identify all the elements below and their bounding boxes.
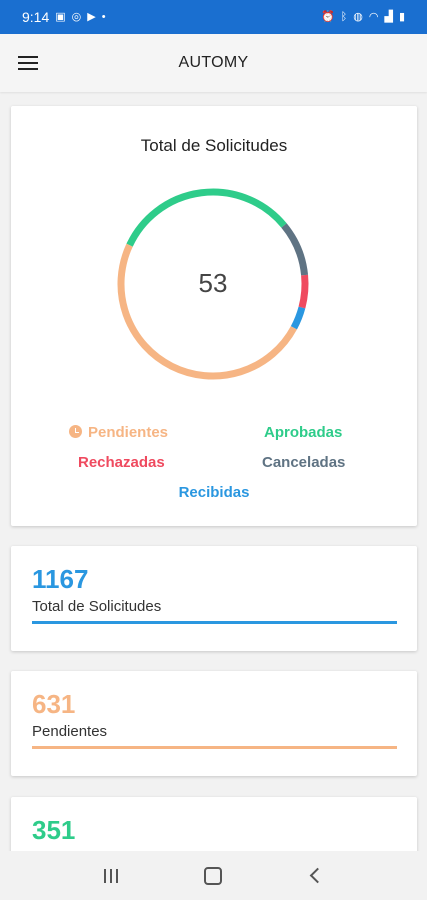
donut-center-value: 53 (199, 268, 228, 298)
status-bar: 9:14 ▣ ◎ ▶ • ⏰ ᛒ ◍ ◠ ▟ ▮ (0, 0, 427, 34)
status-time: 9:14 (22, 9, 50, 25)
stat-label: Total de Solicitudes (32, 598, 162, 615)
mute-icon: ◍ (353, 10, 363, 23)
recent-apps-button[interactable] (96, 861, 126, 891)
legend-pendientes-label: Pendientes (88, 424, 169, 441)
battery-icon: ▮ (398, 10, 405, 23)
youtube-icon: ▶ (87, 10, 96, 23)
donut-slice-rechazadas (298, 274, 309, 309)
chart-card: Total de Solicitudes 53 Pendientes Aprob… (11, 106, 417, 526)
image-icon: ▣ (55, 10, 66, 23)
donut-chart: 53 (117, 188, 309, 380)
home-icon (204, 866, 223, 885)
stat-value: 1167 (32, 564, 89, 594)
bluetooth-icon: ᛒ (340, 10, 348, 23)
back-button[interactable] (301, 861, 331, 891)
home-button[interactable] (198, 861, 228, 891)
signal-icon: ▟ (384, 10, 393, 23)
donut-slice-canceladas (281, 223, 309, 276)
recent-apps-icon (104, 868, 119, 883)
donut-slice-aprobadas (126, 188, 287, 247)
back-icon (310, 867, 326, 884)
legend-rechazadas[interactable]: Rechazadas (78, 454, 165, 471)
app-bar: AUTOMY (0, 34, 427, 92)
clock-icon (69, 425, 82, 438)
whatsapp-icon: ◎ (71, 10, 82, 23)
legend-pendientes[interactable]: Pendientes (69, 424, 168, 441)
wifi-icon: ◠ (368, 10, 379, 23)
stat-label: Pendientes (32, 723, 108, 740)
stat-card-total[interactable]: 1167 Total de Solicitudes (11, 546, 417, 651)
stat-bar (32, 746, 397, 749)
alarm-icon: ⏰ (320, 10, 335, 23)
stat-value: 351 (32, 815, 76, 845)
legend-aprobadas[interactable]: Aprobadas (264, 424, 343, 441)
hamburger-menu-icon[interactable] (18, 52, 40, 74)
donut-slice-pendientes (117, 243, 298, 380)
donut-slice-recibidas (290, 306, 306, 330)
stat-value: 631 (32, 689, 76, 719)
app-title: AUTOMY (178, 54, 249, 71)
navigation-bar (0, 851, 427, 900)
legend-canceladas[interactable]: Canceladas (262, 454, 346, 471)
legend-recibidas[interactable]: Recibidas (178, 484, 250, 501)
stat-bar (32, 621, 397, 624)
chart-title: Total de Solicitudes (140, 136, 288, 155)
stat-card-pendientes[interactable]: 631 Pendientes (11, 671, 417, 776)
dot-icon: • (101, 10, 106, 23)
